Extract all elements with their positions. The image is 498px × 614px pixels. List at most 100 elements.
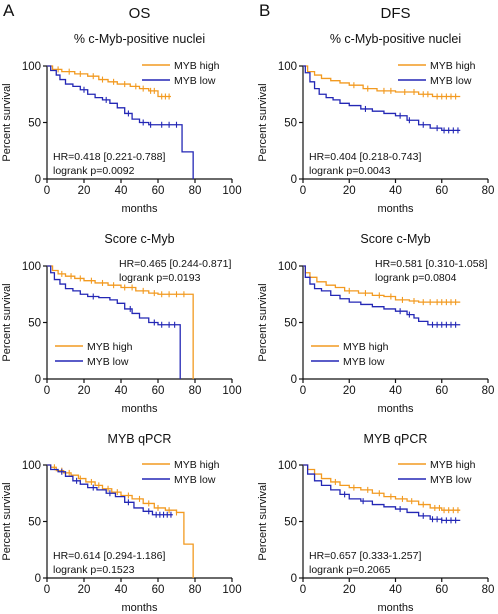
x-tick-label: 100 [222, 385, 241, 397]
legend-label: MYB low [87, 356, 129, 368]
legend-label: MYB high [343, 341, 389, 353]
y-tick-label: 50 [28, 517, 41, 529]
x-axis-label: months [377, 403, 414, 415]
x-tick-label: 60 [435, 584, 448, 596]
x-tick-label: 20 [343, 385, 356, 397]
x-tick-label: 20 [343, 584, 356, 596]
x-tick-label: 80 [189, 584, 202, 596]
x-tick-label: 80 [482, 185, 495, 197]
x-tick-label: 40 [389, 385, 402, 397]
series-line-low [47, 265, 181, 379]
y-tick-label: 100 [278, 261, 297, 273]
chart-subtitle: % c-Myb-positive nuclei [330, 32, 461, 46]
km-panel-a3: MYB qPCR 0 20 40 60 80 100 0 50 100 months Percent … [1, 432, 242, 614]
km-panel-b3: MYB qPCR 0 20 40 60 80 0 50 100 months Percent sur… [257, 432, 494, 614]
y-tick-label: 100 [278, 460, 297, 472]
x-tick-label: 80 [482, 385, 495, 397]
legend-label: MYB low [174, 75, 216, 87]
legend-label: MYB high [87, 341, 133, 353]
column-title: OS [129, 5, 151, 22]
legend-label: MYB low [174, 474, 216, 486]
x-axis-label: months [121, 403, 158, 415]
y-axis-label: Percent survival [1, 83, 13, 161]
x-axis-label: months [377, 203, 414, 215]
x-axis-label: months [121, 203, 158, 215]
y-tick-label: 0 [291, 174, 297, 186]
x-axis-label: months [121, 602, 158, 614]
y-tick-label: 50 [284, 318, 297, 330]
y-tick-label: 50 [284, 517, 297, 529]
x-tick-label: 80 [189, 185, 202, 197]
hazard-ratio-text: HR=0.581 [0.310-1.058] [375, 258, 487, 270]
x-tick-label: 0 [44, 185, 50, 197]
panel-letter-b: B [259, 1, 270, 20]
y-axis-label: Percent survival [257, 83, 269, 161]
legend-label: MYB low [430, 474, 472, 486]
chart-subtitle: MYB qPCR [108, 432, 172, 446]
x-tick-label: 0 [300, 185, 306, 197]
x-tick-label: 20 [78, 185, 91, 197]
logrank-p-text: logrank p=0.2065 [309, 564, 391, 576]
y-tick-label: 0 [35, 573, 41, 585]
legend-label: MYB high [430, 459, 476, 471]
series-line-high [47, 265, 194, 379]
legend-label: MYB high [174, 60, 220, 72]
x-axis-label: months [377, 602, 414, 614]
x-tick-label: 60 [152, 385, 165, 397]
y-tick-label: 0 [35, 374, 41, 386]
chart-subtitle: % c-Myb-positive nuclei [74, 32, 205, 46]
x-tick-label: 40 [115, 584, 128, 596]
chart-subtitle: Score c-Myb [360, 232, 430, 246]
x-tick-label: 80 [482, 584, 495, 596]
x-tick-label: 40 [115, 185, 128, 197]
y-axis-label: Percent survival [257, 283, 269, 361]
x-tick-label: 0 [300, 385, 306, 397]
series-line-high [303, 265, 461, 303]
logrank-p-text: logrank p=0.0092 [53, 165, 135, 177]
x-tick-label: 60 [435, 185, 448, 197]
x-tick-label: 20 [343, 185, 356, 197]
logrank-p-text: logrank p=0.0193 [119, 272, 201, 284]
x-tick-label: 0 [44, 385, 50, 397]
y-tick-label: 100 [278, 61, 297, 73]
series-line-low [303, 265, 461, 326]
y-tick-label: 100 [22, 261, 41, 273]
y-tick-label: 0 [291, 573, 297, 585]
series-line-high [47, 65, 171, 98]
y-tick-label: 0 [35, 174, 41, 186]
hazard-ratio-text: HR=0.614 [0.294-1.186] [53, 550, 165, 562]
x-tick-label: 0 [44, 584, 50, 596]
legend-label: MYB high [430, 60, 476, 72]
x-tick-label: 20 [78, 385, 91, 397]
y-tick-label: 100 [22, 61, 41, 73]
y-tick-label: 50 [284, 118, 297, 130]
legend-label: MYB high [174, 459, 220, 471]
x-tick-label: 40 [115, 385, 128, 397]
km-panel-a2: Score c-Myb 0 20 40 60 80 100 0 50 100 months Perce… [1, 232, 242, 415]
x-tick-label: 80 [189, 385, 202, 397]
series-line-high [303, 464, 461, 511]
logrank-p-text: logrank p=0.1523 [53, 564, 135, 576]
series-line-low [303, 464, 461, 522]
y-tick-label: 0 [291, 374, 297, 386]
km-panel-a1: OS % c-Myb-positive nuclei 0 20 40 60 80 100 0 50… [1, 5, 242, 215]
x-tick-label: 40 [389, 185, 402, 197]
y-tick-label: 100 [22, 460, 41, 472]
x-tick-label: 20 [78, 584, 91, 596]
column-title: DFS [381, 5, 411, 22]
legend-label: MYB low [430, 75, 472, 87]
hazard-ratio-text: HR=0.404 [0.218-0.743] [309, 151, 421, 163]
y-tick-label: 50 [28, 318, 41, 330]
legend-label: MYB low [343, 356, 385, 368]
logrank-p-text: logrank p=0.0804 [375, 272, 457, 284]
hazard-ratio-text: HR=0.657 [0.333-1.257] [309, 550, 421, 562]
series-line-high [303, 65, 461, 98]
y-axis-label: Percent survival [257, 482, 269, 560]
logrank-p-text: logrank p=0.0043 [309, 165, 391, 177]
y-axis-label: Percent survival [1, 283, 13, 361]
y-tick-label: 50 [28, 118, 41, 130]
x-tick-label: 40 [389, 584, 402, 596]
km-panel-b2: Score c-Myb 0 20 40 60 80 0 50 100 months Percent … [257, 232, 494, 415]
hazard-ratio-text: HR=0.418 [0.221-0.788] [53, 151, 165, 163]
